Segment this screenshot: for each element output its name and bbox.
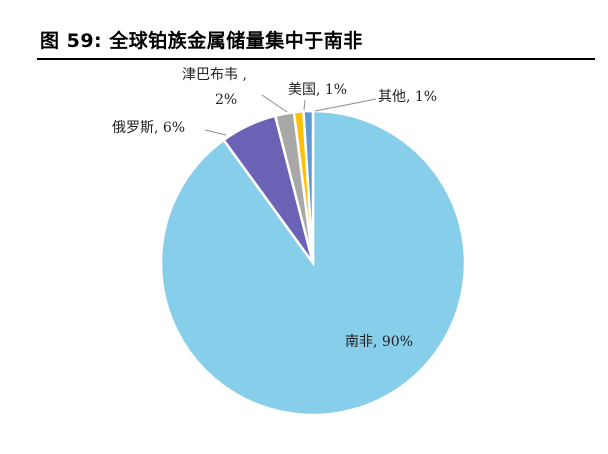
pie-slices	[159, 109, 467, 417]
pie-slice-4	[302, 109, 315, 264]
slice-label-2-pct: 2%	[215, 92, 237, 108]
leader-line-2	[261, 94, 288, 113]
slice-label-1: 俄罗斯, 6%	[112, 120, 185, 136]
slice-label-4: 其他, 1%	[378, 89, 437, 105]
slice-labels: 南非, 90% 俄罗斯, 6% 津巴布韦 , 2% 美国, 1% 其他, 1%	[112, 67, 437, 350]
title-rule	[37, 58, 595, 60]
leader-lines	[204, 94, 377, 136]
leader-line-3	[303, 99, 306, 111]
slice-label-3: 美国, 1%	[288, 82, 347, 98]
slice-label-0: 南非, 90%	[345, 334, 413, 350]
slice-label-2: 津巴布韦 ,	[182, 67, 247, 83]
figure-title: 图 59: 全球铂族金属储量集中于南非	[40, 30, 363, 52]
leader-line-4	[314, 98, 377, 112]
leader-line-1	[204, 129, 227, 136]
